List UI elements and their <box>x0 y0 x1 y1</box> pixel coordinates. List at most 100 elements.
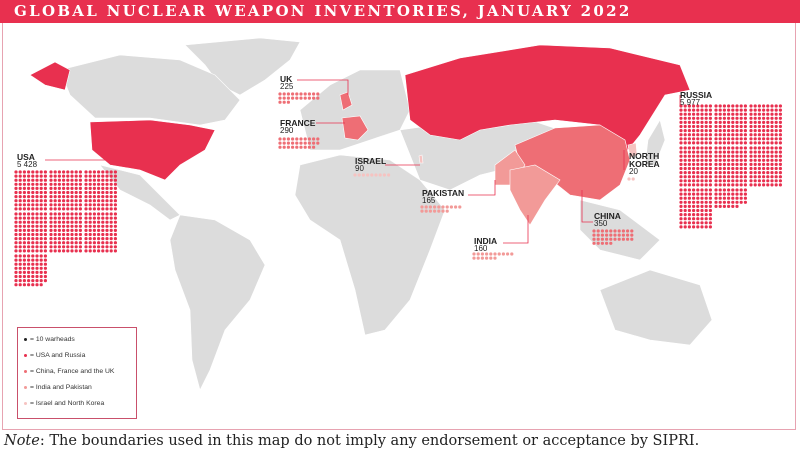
warhead-dot-france <box>299 137 303 141</box>
warhead-dot-usa <box>92 241 96 245</box>
warhead-dot-russia <box>753 141 757 145</box>
warhead-dot-russia <box>714 137 718 141</box>
warhead-dot-uk <box>303 92 307 96</box>
warhead-dot-usa <box>78 241 82 245</box>
warhead-dot-russia <box>687 154 692 158</box>
warhead-dot-russia <box>743 124 748 129</box>
warhead-dot-usa <box>66 182 70 186</box>
warhead-dot-russia <box>708 146 713 150</box>
warhead-dot-russia <box>743 133 748 137</box>
warhead-dot-usa <box>14 207 18 211</box>
warhead-dot-china <box>609 241 613 245</box>
warhead-dot-usa <box>74 203 78 207</box>
warhead-dot-usa <box>35 199 39 203</box>
warhead-dot-russia <box>774 162 778 166</box>
warhead-dot-usa <box>57 232 62 237</box>
warhead-dot-russia <box>770 179 774 183</box>
warhead-dot-russia <box>687 129 692 133</box>
warhead-dot-russia <box>774 179 778 183</box>
warhead-dot-russia <box>727 188 731 192</box>
warhead-dot-russia <box>766 104 770 108</box>
warhead-dot-russia <box>687 171 692 175</box>
warhead-dot-russia <box>735 146 739 150</box>
warhead-dot-russia <box>687 104 692 108</box>
warhead-dot-usa <box>105 232 109 237</box>
warhead-dot-usa <box>84 237 88 241</box>
warhead-dot-usa <box>39 190 43 195</box>
warhead-dot-russia <box>757 179 762 183</box>
warhead-dot-usa <box>14 186 18 190</box>
warhead-dot-russia <box>735 171 739 175</box>
warhead-dot-russia <box>735 124 739 129</box>
warhead-dot-usa <box>49 186 53 190</box>
warhead-dot-russia <box>731 196 735 200</box>
warhead-dot-russia <box>718 204 722 208</box>
warhead-dot-usa <box>53 182 57 186</box>
warhead-dot-usa <box>53 190 57 195</box>
warhead-dot-usa <box>35 220 39 224</box>
warhead-dot-usa <box>78 216 82 220</box>
warhead-dot-russia <box>700 108 704 112</box>
warhead-dot-russia <box>708 129 713 133</box>
warhead-dot-usa <box>92 237 96 241</box>
warhead-dot-russia <box>757 137 762 141</box>
warhead-dot-usa <box>109 174 113 178</box>
map-title: GLOBAL NUCLEAR WEAPON INVENTORIES, JANUA… <box>14 2 632 20</box>
warhead-dot-russia <box>692 179 696 183</box>
warhead-dot-usa <box>43 182 48 186</box>
warhead-dot-russia <box>679 208 683 213</box>
warhead-dot-usa <box>18 199 22 203</box>
warhead-dot-russia <box>739 192 743 196</box>
warhead-dot-russia <box>778 108 783 112</box>
warhead-dot-usa <box>14 237 18 241</box>
warhead-dot-russia <box>735 183 739 187</box>
warhead-dot-russia <box>762 133 766 137</box>
warhead-dot-russia <box>762 154 766 158</box>
warhead-dot-china <box>596 237 600 241</box>
warhead-dot-russia <box>731 188 735 192</box>
warhead-dot-russia <box>735 196 739 200</box>
warhead-dot-usa <box>97 224 101 228</box>
warhead-dot-russia <box>714 204 718 208</box>
warhead-dot-usa <box>101 178 105 182</box>
warhead-dot-pakistan <box>449 205 453 209</box>
warhead-dot-usa <box>109 232 113 237</box>
warhead-dot-russia <box>700 179 704 183</box>
warhead-dot-russia <box>735 129 739 133</box>
warhead-dot-russia <box>704 129 708 133</box>
warhead-dot-russia <box>704 116 708 120</box>
warhead-dot-russia <box>683 108 687 112</box>
warhead-dot-russia <box>735 120 739 124</box>
warhead-dot-russia <box>700 196 704 200</box>
warhead-dot-usa <box>18 258 22 262</box>
warhead-dot-france <box>312 141 316 145</box>
warhead-dot-usa <box>43 199 48 203</box>
warhead-dot-russia <box>718 200 722 204</box>
warhead-dot-france <box>291 145 295 149</box>
warhead-dot-usa <box>31 245 35 249</box>
warhead-dot-india <box>489 252 493 256</box>
warhead-dot-usa <box>70 178 74 182</box>
warhead-dot-usa <box>78 203 82 207</box>
warhead-dot-usa <box>18 195 22 199</box>
warhead-dot-france <box>282 145 286 149</box>
warhead-dot-usa <box>101 241 105 245</box>
warhead-dot-russia <box>774 154 778 158</box>
warhead-dot-russia <box>727 150 731 154</box>
warhead-dot-russia <box>766 141 770 145</box>
warhead-dot-usa <box>43 224 48 228</box>
warhead-dot-usa <box>84 190 88 195</box>
warhead-dot-china <box>617 229 621 233</box>
warhead-dot-russia <box>696 133 700 137</box>
warhead-dot-usa <box>18 245 22 249</box>
warhead-dot-russia <box>708 120 713 124</box>
warhead-dot-usa <box>43 207 48 211</box>
warhead-dot-russia <box>749 141 753 145</box>
warhead-dot-russia <box>718 112 722 116</box>
warhead-dot-russia <box>739 162 743 166</box>
warhead-dot-usa <box>105 228 109 232</box>
warhead-dot-russia <box>683 133 687 137</box>
warhead-dot-usa <box>105 195 109 199</box>
label-china: CHINA 350 <box>594 211 621 228</box>
warhead-dot-russia <box>770 137 774 141</box>
